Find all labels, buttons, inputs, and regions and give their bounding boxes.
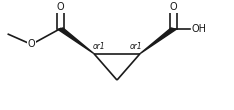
Polygon shape xyxy=(58,28,94,54)
Polygon shape xyxy=(140,28,176,54)
Text: or1: or1 xyxy=(129,42,142,50)
Text: O: O xyxy=(170,2,177,12)
Text: OH: OH xyxy=(191,24,206,34)
Text: or1: or1 xyxy=(92,42,105,50)
Text: O: O xyxy=(57,2,64,12)
Text: O: O xyxy=(28,39,35,49)
